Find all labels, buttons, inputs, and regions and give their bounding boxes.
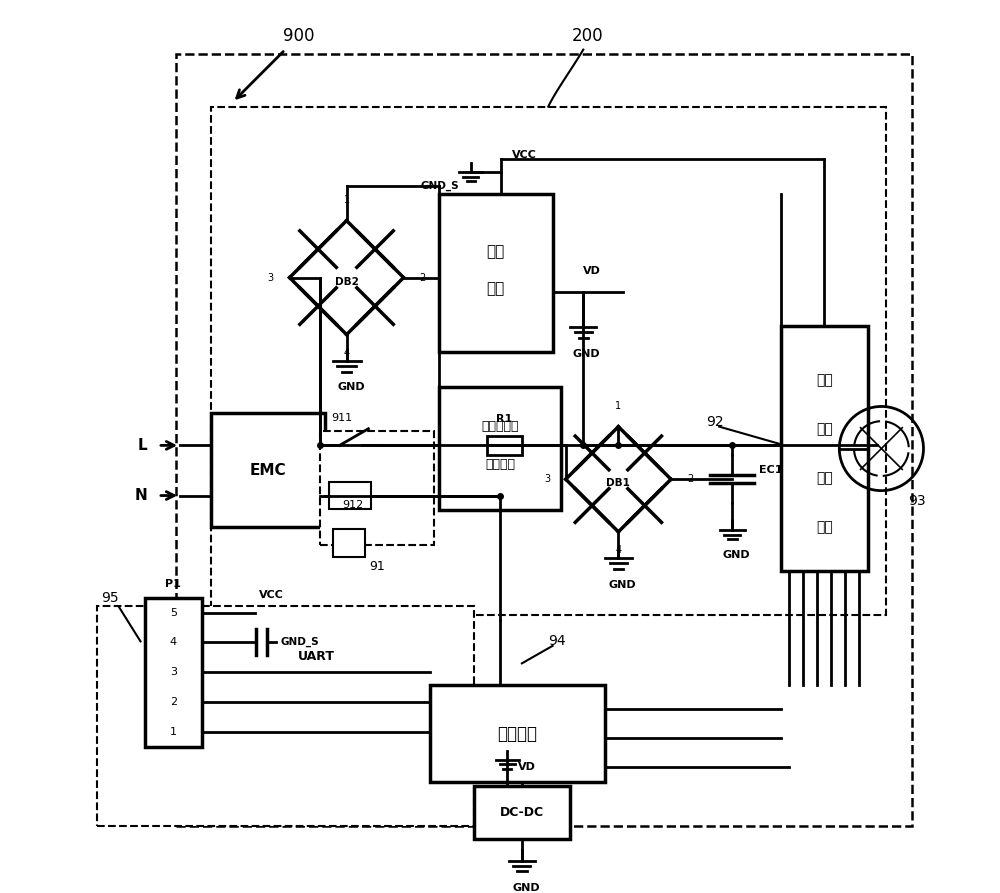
Text: GND: GND <box>609 580 637 590</box>
Text: 912: 912 <box>342 500 363 510</box>
Text: 电路: 电路 <box>816 520 833 534</box>
Text: 电机: 电机 <box>816 421 833 436</box>
Text: 911: 911 <box>332 413 353 423</box>
Text: 继电器开关: 继电器开关 <box>481 420 519 433</box>
Text: 1: 1 <box>344 195 350 204</box>
Text: GND: GND <box>512 882 540 893</box>
Text: VCC: VCC <box>512 150 537 160</box>
Text: GND: GND <box>572 349 600 359</box>
Text: GND: GND <box>723 550 751 560</box>
Bar <box>474 786 570 839</box>
Text: GND_S: GND_S <box>421 181 459 191</box>
Text: 2: 2 <box>170 697 177 707</box>
Text: 1: 1 <box>615 401 621 411</box>
Text: 3: 3 <box>544 474 550 484</box>
Bar <box>439 388 561 510</box>
Text: GND_S: GND_S <box>281 638 319 647</box>
Text: DC-DC: DC-DC <box>500 805 544 819</box>
Text: 95: 95 <box>101 590 119 605</box>
Bar <box>211 413 325 528</box>
Bar <box>329 482 371 509</box>
Text: 2: 2 <box>419 272 426 282</box>
Text: DB1: DB1 <box>606 479 630 488</box>
Text: 1: 1 <box>170 727 177 737</box>
Bar <box>439 195 553 352</box>
Text: 电路: 电路 <box>486 281 505 296</box>
Text: 4: 4 <box>170 638 177 647</box>
Text: 保护电路: 保护电路 <box>485 458 515 471</box>
Text: N: N <box>135 488 148 503</box>
Text: 3: 3 <box>170 667 177 677</box>
Text: 92: 92 <box>706 415 724 430</box>
Text: EMC: EMC <box>249 463 286 478</box>
Bar <box>320 431 434 545</box>
Text: 5: 5 <box>170 607 177 617</box>
Text: 4: 4 <box>615 545 621 555</box>
Text: 控制电路: 控制电路 <box>498 724 538 742</box>
Text: 900: 900 <box>283 28 314 46</box>
Text: 91: 91 <box>369 561 385 573</box>
Bar <box>487 436 522 455</box>
Bar <box>97 606 474 825</box>
Text: P1: P1 <box>165 580 181 589</box>
Text: EC1: EC1 <box>759 465 782 475</box>
Text: 电源: 电源 <box>486 244 505 259</box>
Text: UART: UART <box>297 650 334 663</box>
Bar <box>333 529 365 557</box>
Text: DB2: DB2 <box>335 277 359 288</box>
Text: 93: 93 <box>908 494 925 508</box>
Bar <box>145 597 202 747</box>
Text: 直流: 直流 <box>816 372 833 387</box>
Text: 94: 94 <box>548 634 566 648</box>
Text: 2: 2 <box>687 474 693 484</box>
Text: R1: R1 <box>496 414 513 424</box>
Text: 驱动: 驱动 <box>816 471 833 485</box>
Bar <box>781 326 868 572</box>
Text: GND: GND <box>337 382 365 392</box>
Text: L: L <box>138 438 148 453</box>
Bar <box>430 685 605 781</box>
Text: VD: VD <box>583 266 601 276</box>
Text: 200: 200 <box>572 28 603 46</box>
Text: VD: VD <box>518 762 536 772</box>
Bar <box>211 106 886 615</box>
Text: 4: 4 <box>344 347 350 358</box>
Text: VCC: VCC <box>259 590 284 600</box>
Text: 3: 3 <box>268 272 274 282</box>
Bar <box>176 54 912 825</box>
